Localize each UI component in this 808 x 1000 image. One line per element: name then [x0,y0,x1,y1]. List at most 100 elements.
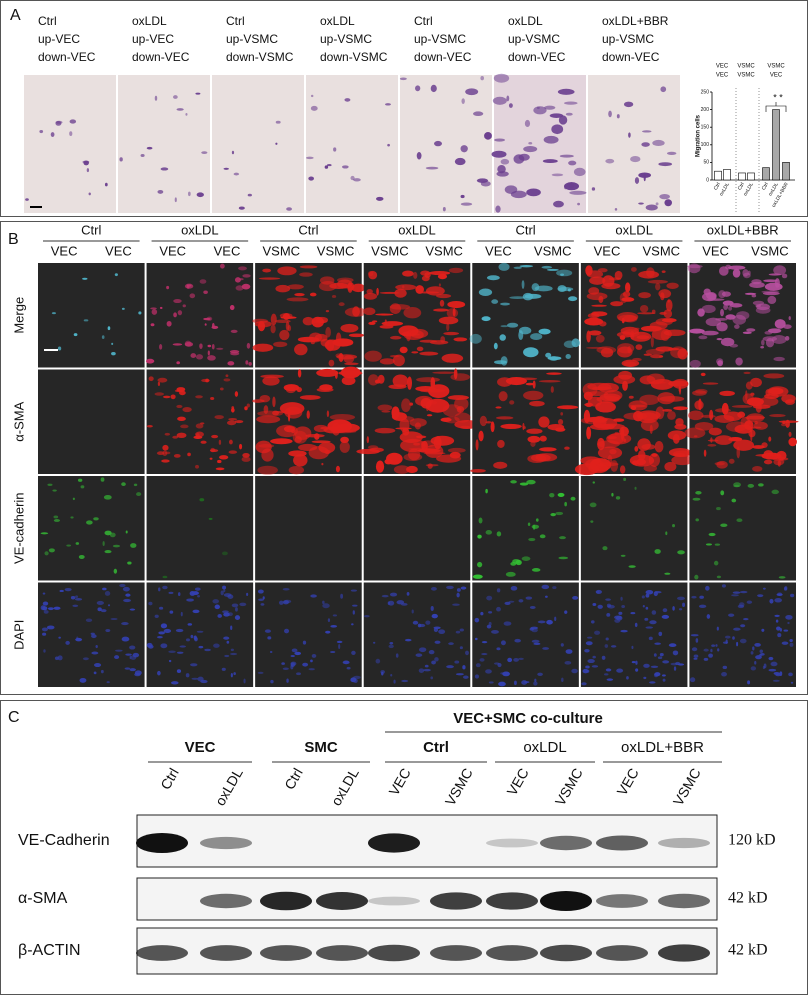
cell [78,554,85,559]
cell [114,273,118,277]
band [368,896,420,906]
cell [642,605,645,608]
cell [688,328,705,334]
column-subheader: VEC [214,243,241,258]
column-subheader: VEC [105,243,132,258]
cell [779,628,783,632]
cell [695,490,702,495]
cell [272,410,280,416]
cell [736,446,741,459]
cell [342,165,349,169]
cell [610,645,617,648]
cell [493,461,508,469]
cell [508,600,515,603]
cell [662,674,666,677]
cell [630,156,641,163]
cell [591,665,599,668]
cell [740,624,746,628]
cell [605,158,615,164]
cell [755,453,777,457]
cell [568,296,578,302]
cell [200,440,207,444]
cell [550,513,556,517]
cell [713,560,719,566]
cell [642,130,652,133]
cell [212,599,220,604]
cell [241,283,251,290]
cell [299,265,318,269]
cell [659,653,664,657]
cell [555,427,566,432]
cell [296,386,302,393]
cell [747,483,755,488]
cell [752,465,763,472]
cell [604,644,609,648]
cell [234,391,239,397]
cell [298,443,318,451]
cell [176,669,182,673]
cell [299,272,313,277]
cell [719,390,735,396]
cell [619,426,629,437]
cell [507,657,513,663]
bar [782,162,790,181]
cell [244,406,248,411]
cell [279,329,290,341]
cell [538,416,550,428]
column-header: up-VEC [132,32,174,46]
cell [340,366,361,379]
cell [510,561,517,566]
cell [763,373,785,379]
cell [693,657,698,660]
cell [620,554,626,557]
cell [737,411,746,418]
cell [623,101,634,108]
column-header: up-VEC [38,32,80,46]
cell [701,330,719,336]
cell [393,465,410,474]
cell [513,266,523,269]
cell [233,172,240,176]
cell [485,488,488,494]
cell [657,656,663,660]
cell [602,546,608,551]
cell [375,313,394,316]
cell [452,603,460,606]
cell [614,208,618,211]
cell [605,668,612,672]
cell [125,530,128,534]
band [540,835,592,851]
cell [571,338,580,348]
cell [262,596,265,600]
cell [658,631,663,637]
cell [320,276,335,285]
cell [533,681,538,686]
cell [454,660,460,664]
cell [229,304,235,311]
cell [230,625,233,631]
cell [312,319,328,324]
cell [396,600,405,605]
cell [302,640,307,645]
column-header: oxLDL [132,14,167,28]
cell [728,613,735,617]
band [200,836,252,850]
cell [500,672,505,675]
cell [715,644,718,647]
cell [69,131,73,136]
cell [759,396,779,407]
cell [330,624,338,628]
column-header: Ctrl [38,14,57,28]
cell [351,283,366,293]
cell [112,544,121,548]
cell [531,568,541,572]
cell [428,649,435,655]
cell [327,419,353,433]
cell [508,103,513,108]
cell [460,425,471,429]
cell [209,457,213,460]
micrograph [306,75,398,213]
cell [441,353,464,363]
cell [447,300,466,309]
cell [721,291,732,297]
